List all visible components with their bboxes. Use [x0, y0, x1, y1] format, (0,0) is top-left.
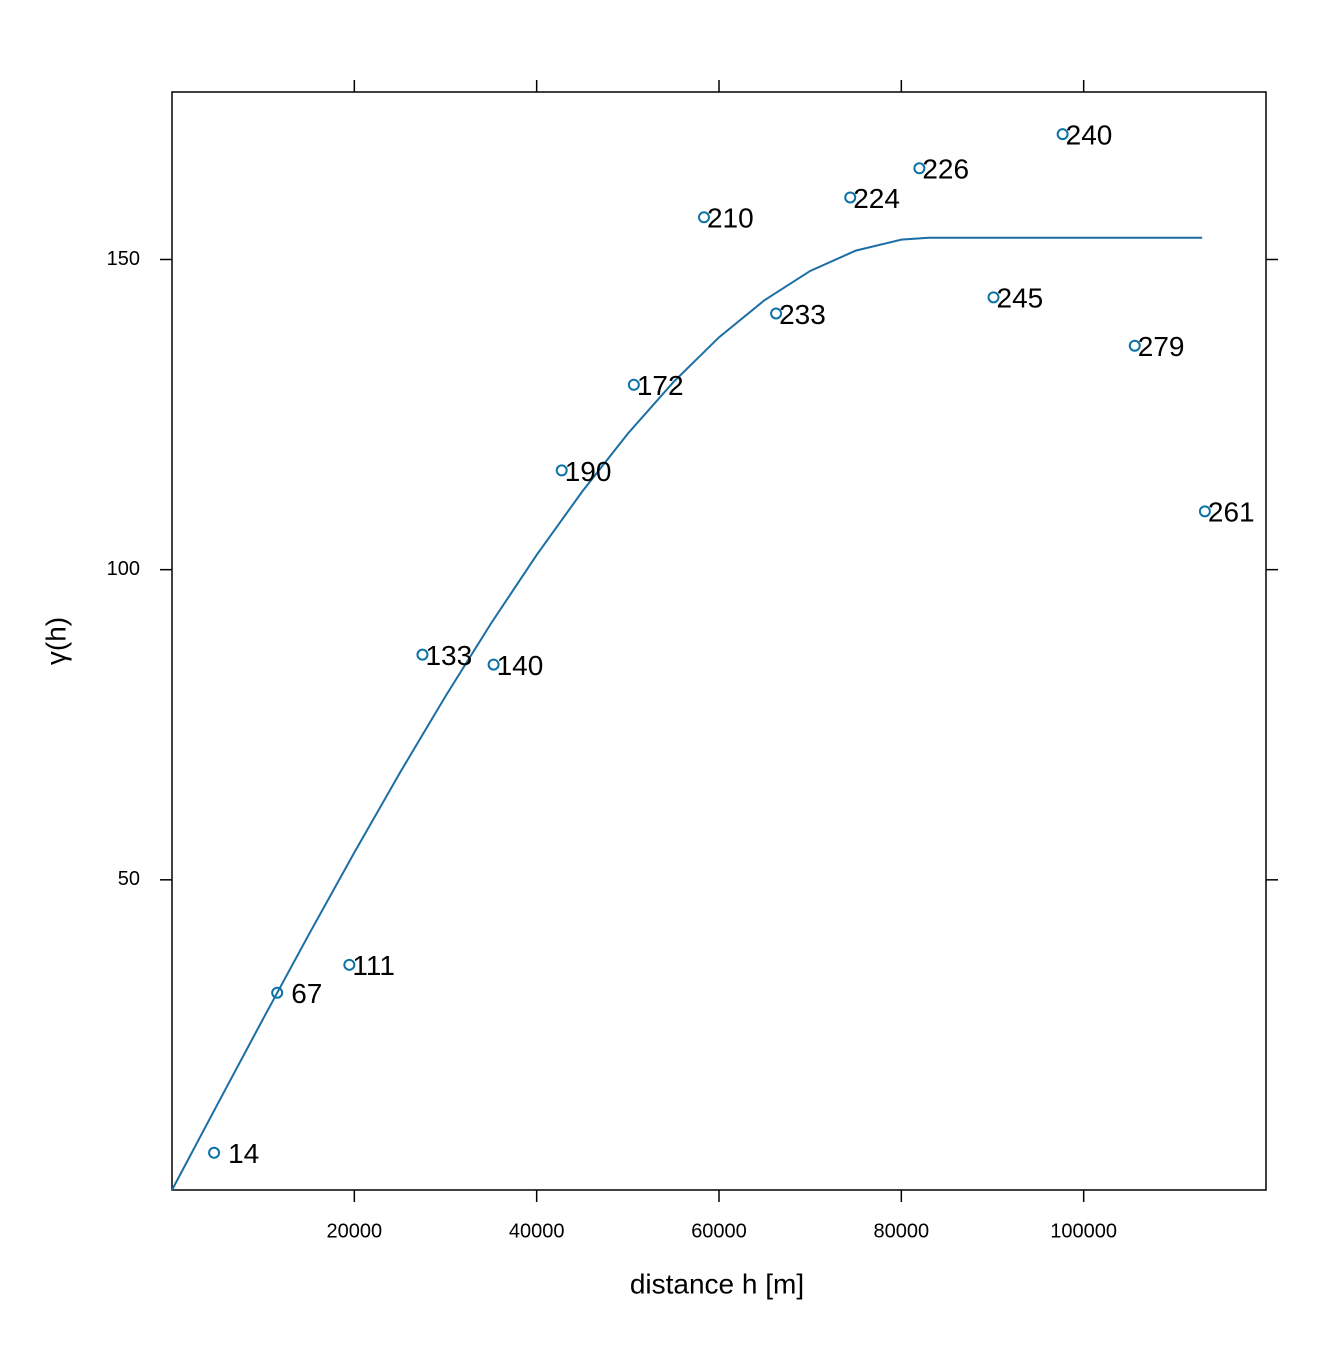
- point: [271, 986, 284, 999]
- point-label: 140: [497, 650, 544, 681]
- point-label: 233: [779, 299, 826, 330]
- x-tick-label: 20000: [327, 1220, 383, 1242]
- point-label: 224: [853, 183, 900, 214]
- point: [1198, 505, 1211, 518]
- point-label: 226: [922, 154, 969, 185]
- point-label: 210: [707, 203, 754, 234]
- y-axis-label: γ(h): [40, 617, 71, 665]
- x-tick-label: 40000: [509, 1220, 565, 1242]
- point: [343, 958, 356, 971]
- point-label: 172: [637, 370, 684, 401]
- point: [697, 211, 710, 224]
- x-tick-label: 100000: [1050, 1220, 1117, 1242]
- point: [770, 307, 783, 320]
- y-tick-label: 100: [107, 558, 140, 580]
- point-label: 14: [228, 1138, 259, 1169]
- point-label: 279: [1138, 331, 1185, 362]
- plot-frame: [171, 91, 1267, 1191]
- point: [627, 378, 640, 391]
- point: [416, 648, 429, 661]
- point: [1056, 128, 1069, 141]
- point-label: 133: [425, 640, 472, 671]
- x-tick-label: 60000: [691, 1220, 747, 1242]
- model-line: [171, 236, 1203, 1191]
- point: [487, 658, 500, 671]
- point-label: 240: [1066, 120, 1113, 151]
- point-label: 190: [565, 456, 612, 487]
- point-label: 111: [352, 950, 395, 981]
- point: [555, 464, 568, 477]
- x-axis-label: distance h [m]: [630, 1268, 804, 1299]
- y-tick-label: 150: [107, 248, 140, 270]
- point: [844, 191, 857, 204]
- point-label: 245: [997, 283, 1044, 314]
- point: [913, 162, 926, 175]
- y-tick-label: 50: [118, 868, 140, 890]
- point-label: 67: [291, 978, 322, 1009]
- point: [208, 1146, 221, 1159]
- point: [1128, 339, 1141, 352]
- point: [987, 291, 1000, 304]
- point-label: 261: [1208, 497, 1255, 528]
- x-tick-label: 80000: [874, 1220, 930, 1242]
